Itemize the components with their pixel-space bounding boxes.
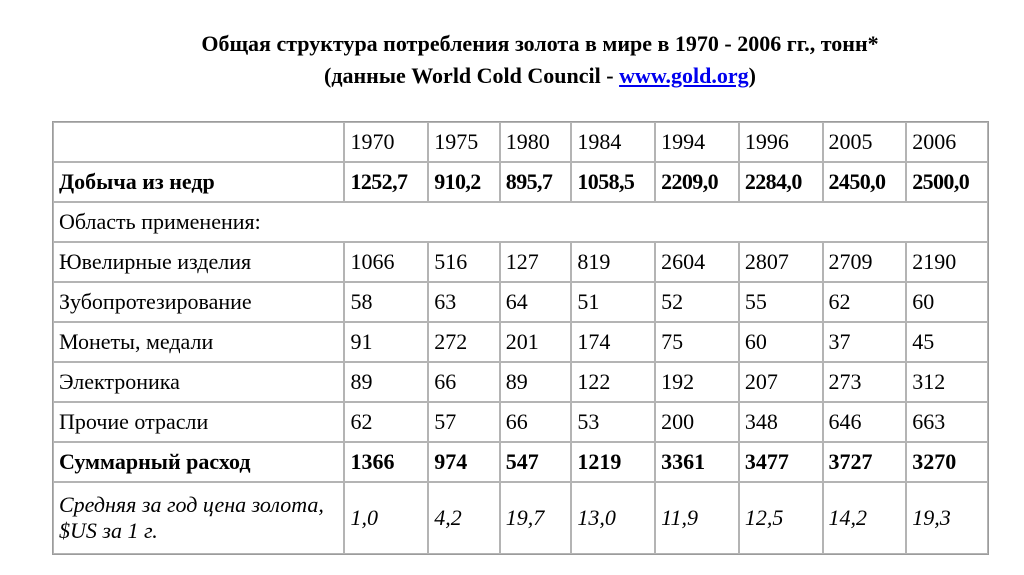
value-cell: 122: [571, 362, 656, 402]
value-cell: 192: [655, 362, 739, 402]
table-row: Монеты, медали 91 272 201 174 75 60 37 4…: [53, 322, 988, 362]
value-cell: 4,2: [428, 482, 500, 554]
value-cell: 547: [499, 442, 572, 482]
value-cell: 91: [344, 322, 429, 362]
value-cell: 58: [344, 282, 429, 322]
table-row: Зубопротезирование 58 63 64 51 52 55 62 …: [53, 282, 988, 322]
value-cell: 19,3: [906, 482, 988, 554]
value-cell: 3477: [738, 442, 823, 482]
value-cell: 3361: [655, 442, 739, 482]
row-label: Ювелирные изделия: [53, 242, 345, 282]
subtitle-prefix: (данные World Cold Council -: [324, 63, 620, 88]
value-cell: 2807: [738, 242, 823, 282]
year-cell: 1980: [499, 122, 572, 162]
value-cell: 1219: [571, 442, 656, 482]
value-cell: 2209,0: [655, 162, 739, 202]
section-row: Область применения:: [53, 202, 988, 242]
value-cell: 19,7: [499, 482, 572, 554]
value-cell: 201: [499, 322, 572, 362]
year-cell: 2006: [906, 122, 988, 162]
value-cell: 2190: [906, 242, 988, 282]
value-cell: 2604: [655, 242, 739, 282]
year-cell: 2005: [822, 122, 907, 162]
header-empty-cell: [53, 122, 345, 162]
value-cell: 819: [571, 242, 656, 282]
value-cell: 348: [738, 402, 823, 442]
value-cell: 45: [906, 322, 988, 362]
year-cell: 1984: [571, 122, 656, 162]
value-cell: 1066: [344, 242, 429, 282]
value-cell: 14,2: [822, 482, 907, 554]
gold-consumption-table: 1970 1975 1980 1984 1994 1996 2005 2006 …: [52, 121, 989, 555]
value-cell: 62: [822, 282, 907, 322]
value-cell: 64: [499, 282, 572, 322]
value-cell: 57: [428, 402, 500, 442]
section-label: Область применения:: [53, 202, 988, 242]
value-cell: 75: [655, 322, 739, 362]
table-row: Ювелирные изделия 1066 516 127 819 2604 …: [53, 242, 988, 282]
value-cell: 1252,7: [344, 162, 429, 202]
value-cell: 53: [571, 402, 656, 442]
value-cell: 2500,0: [906, 162, 988, 202]
row-label: Монеты, медали: [53, 322, 345, 362]
value-cell: 12,5: [738, 482, 823, 554]
value-cell: 60: [738, 322, 823, 362]
value-cell: 2450,0: [822, 162, 907, 202]
title-text: Общая структура потребления золота в мир…: [201, 31, 879, 56]
value-cell: 207: [738, 362, 823, 402]
value-cell: 60: [906, 282, 988, 322]
row-label: Электроника: [53, 362, 345, 402]
value-cell: 66: [499, 402, 572, 442]
total-row: Суммарный расход 1366 974 547 1219 3361 …: [53, 442, 988, 482]
row-label: Зубопротезирование: [53, 282, 345, 322]
row-label: Прочие отрасли: [53, 402, 345, 442]
value-cell: 51: [571, 282, 656, 322]
page-subtitle: (данные World Cold Council - www.gold.or…: [0, 62, 1024, 90]
value-cell: 895,7: [499, 162, 572, 202]
value-cell: 89: [344, 362, 429, 402]
value-cell: 55: [738, 282, 823, 322]
value-cell: 663: [906, 402, 988, 442]
table-row: Электроника 89 66 89 122 192 207 273 312: [53, 362, 988, 402]
value-cell: 63: [428, 282, 500, 322]
price-row: Средняя за год цена золота, $US за 1 г. …: [53, 482, 988, 554]
value-cell: 89: [499, 362, 572, 402]
mining-row: Добыча из недр 1252,7 910,2 895,7 1058,5…: [53, 162, 988, 202]
value-cell: 66: [428, 362, 500, 402]
value-cell: 13,0: [571, 482, 656, 554]
subtitle-suffix: ): [748, 63, 756, 88]
year-cell: 1994: [655, 122, 739, 162]
value-cell: 1366: [344, 442, 429, 482]
value-cell: 52: [655, 282, 739, 322]
page-title: Общая структура потребления золота в мир…: [0, 30, 1024, 58]
row-label: Суммарный расход: [53, 442, 345, 482]
value-cell: 174: [571, 322, 656, 362]
value-cell: 62: [344, 402, 429, 442]
value-cell: 272: [428, 322, 500, 362]
year-cell: 1996: [738, 122, 823, 162]
value-cell: 37: [822, 322, 907, 362]
value-cell: 200: [655, 402, 739, 442]
year-cell: 1970: [344, 122, 429, 162]
value-cell: 273: [822, 362, 907, 402]
value-cell: 974: [428, 442, 500, 482]
table-row: Прочие отрасли 62 57 66 53 200 348 646 6…: [53, 402, 988, 442]
value-cell: 2284,0: [738, 162, 823, 202]
value-cell: 11,9: [655, 482, 739, 554]
value-cell: 1,0: [344, 482, 429, 554]
value-cell: 127: [499, 242, 572, 282]
row-label: Средняя за год цена золота, $US за 1 г.: [53, 482, 345, 554]
value-cell: 3727: [822, 442, 907, 482]
value-cell: 910,2: [428, 162, 500, 202]
value-cell: 516: [428, 242, 500, 282]
value-cell: 646: [822, 402, 907, 442]
year-cell: 1975: [428, 122, 500, 162]
source-link[interactable]: www.gold.org: [619, 63, 749, 88]
header-row: 1970 1975 1980 1984 1994 1996 2005 2006: [53, 122, 988, 162]
value-cell: 3270: [906, 442, 988, 482]
value-cell: 312: [906, 362, 988, 402]
row-label: Добыча из недр: [53, 162, 345, 202]
value-cell: 2709: [822, 242, 907, 282]
value-cell: 1058,5: [571, 162, 656, 202]
